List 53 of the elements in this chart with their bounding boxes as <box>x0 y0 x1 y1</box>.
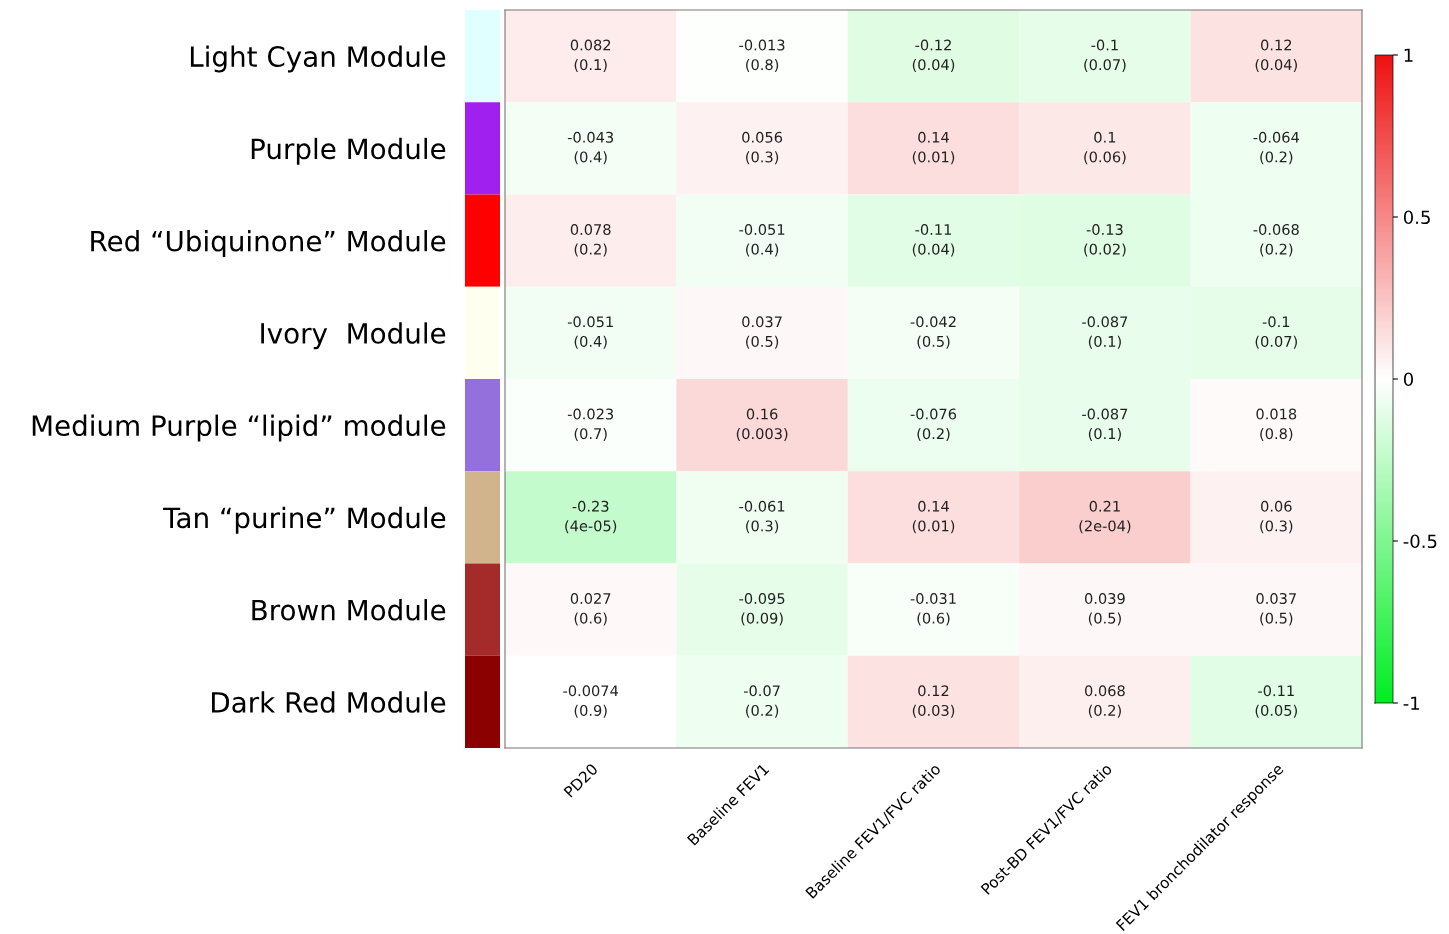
data-label: 0.21 (2e-04) <box>1079 500 1131 534</box>
data-label: -0.051 (0.4) <box>567 316 613 349</box>
data-label: -0.0074 (0.9) <box>563 685 619 718</box>
y-tick-label: Ivory Module <box>261 322 446 350</box>
color-bar-label: 0 <box>1403 372 1414 387</box>
data-label: 0.12 (0.03) <box>912 685 955 718</box>
data-label: 0.068 (0.2) <box>1084 685 1125 718</box>
data-label: 0.018 (0.8) <box>1256 408 1297 441</box>
data-label: 0.06 (0.3) <box>1260 500 1293 534</box>
data-label: 0.037 (0.5) <box>1256 593 1296 626</box>
data-label: -0.1 (0.07) <box>1084 39 1126 72</box>
color-bar-label: 1 <box>1404 48 1413 62</box>
data-label: 0.037 (0.5) <box>742 316 782 349</box>
data-label: -0.087 (0.1) <box>1082 316 1128 349</box>
data-label: 0.16 (0.003) <box>736 408 788 441</box>
y-tick-label: Light Cyan Module <box>190 45 446 73</box>
data-label: -0.13 (0.02) <box>1084 224 1126 257</box>
data-label: -0.051 (0.4) <box>739 224 785 257</box>
data-label: 0.12 (0.04) <box>1255 39 1297 72</box>
data-label: -0.076 (0.2) <box>910 408 957 441</box>
y-tick-label: Tan “purine” Module <box>163 506 446 534</box>
data-label: 0.027 (0.6) <box>570 593 611 626</box>
data-label: -0.11 (0.05) <box>1255 685 1297 718</box>
y-tick-label: Brown Module <box>252 599 446 621</box>
data-label: -0.095 (0.09) <box>739 593 785 626</box>
data-label: -0.11 (0.04) <box>912 224 955 257</box>
data-label: -0.1 (0.07) <box>1255 316 1297 349</box>
data-label: -0.068 (0.2) <box>1253 224 1299 257</box>
data-label: -0.07 (0.2) <box>743 685 780 718</box>
data-label: 0.082 (0.1) <box>570 39 611 72</box>
data-label: -0.087 (0.1) <box>1082 408 1128 441</box>
data-label: -0.061 (0.3) <box>739 500 785 534</box>
data-label: -0.013 (0.8) <box>739 39 785 72</box>
data-label: 0.078 (0.2) <box>570 224 611 257</box>
data-label: -0.023 (0.7) <box>567 408 614 441</box>
data-label: -0.042 (0.5) <box>910 316 956 349</box>
data-label: 0.14 (0.01) <box>912 500 955 534</box>
color-bar-label: -0.5 <box>1403 534 1437 549</box>
data-label: 0.056 (0.3) <box>742 131 783 165</box>
color-bar-label: 0.5 <box>1403 210 1430 225</box>
data-label: -0.064 (0.2) <box>1253 131 1299 165</box>
y-tick-label: Dark Red Module <box>212 691 446 713</box>
y-tick-label: Medium Purple “lipid” module <box>32 414 446 442</box>
data-label: 0.039 (0.5) <box>1084 593 1125 626</box>
data-label: -0.043 (0.4) <box>567 131 614 165</box>
data-label: -0.031 (0.6) <box>910 593 956 626</box>
y-tick-label: Purple Module <box>251 137 446 165</box>
data-label: -0.23 (4e-05) <box>565 500 617 534</box>
data-label: -0.12 (0.04) <box>912 39 955 72</box>
color-bar-label: -1 <box>1403 696 1420 710</box>
data-label: 0.14 (0.01) <box>912 131 955 165</box>
y-tick-label: Red “Ubiquinone” Module <box>91 230 446 257</box>
data-label: 0.1 (0.06) <box>1084 131 1126 165</box>
